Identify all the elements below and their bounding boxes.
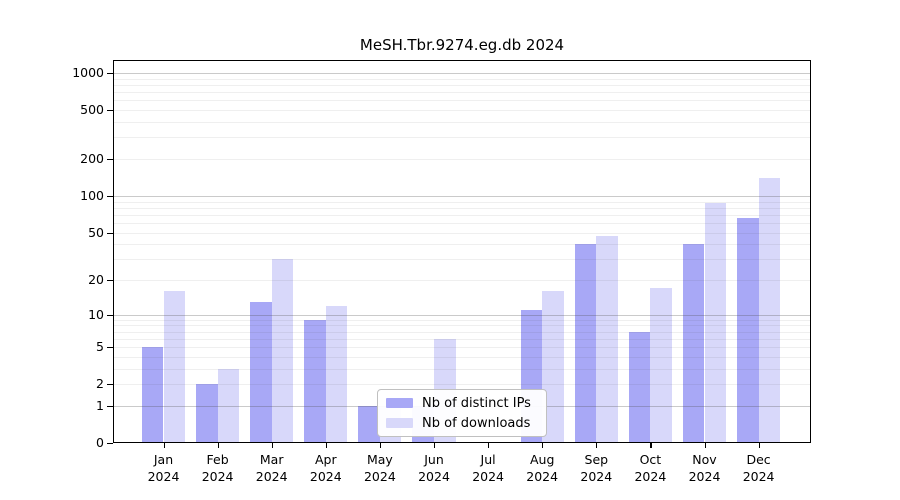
y-tick-label-5: 5: [96, 339, 104, 355]
y-tick-label-1000: 1000: [72, 65, 104, 80]
bar-downloads-apr: [325, 305, 348, 443]
bar-downloads-oct: [650, 288, 672, 443]
bar-distinct-ips-may: [358, 405, 380, 443]
bar-distinct-ips-mar: [250, 301, 272, 443]
chart-title: MeSH.Tbr.9274.eg.db 2024: [359, 36, 565, 54]
major-gridline-1000: [113, 73, 811, 74]
x-tick-mark-jun: [434, 443, 436, 448]
x-tick-mark-apr: [325, 443, 327, 448]
x-tick-label-may: May 2024: [363, 452, 396, 484]
legend: Nb of distinct IPs Nb of downloads: [377, 389, 547, 437]
y-tick-mark-5: [107, 347, 113, 349]
x-tick-mark-aug: [542, 443, 544, 448]
y-tick-label-1: 1: [96, 397, 104, 413]
x-tick-mark-feb: [217, 443, 219, 448]
x-tick-label-mar: Mar 2024: [255, 452, 288, 484]
y-tick-mark-100: [107, 195, 113, 198]
plot-area: Nb of distinct IPs Nb of downloads: [113, 60, 811, 443]
minor-gridline-200: [113, 159, 811, 160]
x-tick-mark-dec: [758, 443, 760, 448]
y-tick-mark-0: [107, 443, 113, 445]
y-tick-label-50: 50: [88, 224, 104, 240]
y-tick-mark-200: [107, 159, 113, 161]
legend-label-distinct-ips: Nb of distinct IPs: [422, 395, 531, 411]
x-tick-label-jan: Jan 2024: [147, 452, 180, 484]
bar-distinct-ips-jan: [141, 347, 164, 443]
x-tick-label-oct: Oct 2024: [634, 452, 667, 484]
minor-gridline-800: [113, 85, 811, 86]
minor-gridline-700: [113, 92, 811, 94]
minor-gridline-300: [113, 137, 811, 139]
bar-distinct-ips-dec: [737, 217, 759, 443]
bar-downloads-nov: [704, 202, 727, 443]
bar-distinct-ips-feb: [196, 384, 218, 443]
y-tick-label-200: 200: [80, 151, 104, 166]
x-tick-label-aug: Aug 2024: [526, 452, 559, 484]
y-tick-label-2: 2: [96, 376, 104, 392]
y-tick-mark-50: [107, 232, 113, 234]
x-tick-label-apr: Apr 2024: [309, 452, 342, 484]
y-tick-mark-500: [107, 110, 113, 112]
x-tick-mark-mar: [271, 443, 273, 448]
minor-gridline-600: [113, 100, 811, 102]
minor-gridline-500: [113, 110, 811, 112]
x-tick-label-dec: Dec 2024: [742, 452, 775, 484]
x-tick-label-jul: Jul 2024: [472, 452, 504, 484]
minor-gridline-900: [113, 78, 811, 80]
x-tick-label-feb: Feb 2024: [201, 452, 234, 484]
bar-distinct-ips-oct: [628, 331, 651, 443]
x-tick-label-nov: Nov 2024: [688, 452, 721, 484]
y-tick-mark-20: [107, 280, 113, 282]
y-tick-mark-10: [107, 314, 113, 316]
legend-item-downloads: Nb of downloads: [386, 416, 538, 431]
y-tick-label-500: 500: [80, 102, 104, 118]
bar-downloads-sep: [596, 235, 618, 443]
y-tick-label-10: 10: [88, 306, 104, 322]
y-tick-label-100: 100: [80, 187, 104, 203]
x-tick-mark-nov: [704, 443, 706, 448]
bar-downloads-mar: [271, 259, 294, 443]
legend-item-distinct-ips: Nb of distinct IPs: [386, 396, 538, 411]
bar-downloads-dec: [758, 178, 781, 443]
bar-downloads-jan: [163, 291, 186, 443]
x-tick-mark-sep: [596, 443, 598, 448]
x-tick-mark-jan: [163, 443, 165, 448]
legend-label-downloads: Nb of downloads: [422, 415, 531, 431]
y-tick-mark-1000: [107, 73, 113, 75]
bar-downloads-aug: [542, 291, 564, 443]
x-tick-label-jun: Jun 2024: [418, 452, 450, 484]
bar-distinct-ips-sep: [574, 244, 597, 443]
bar-distinct-ips-apr: [304, 319, 326, 443]
bar-distinct-ips-nov: [682, 244, 705, 443]
x-tick-label-sep: Sep 2024: [580, 452, 613, 484]
x-tick-mark-jul: [488, 443, 490, 448]
x-tick-mark-may: [379, 443, 382, 448]
y-tick-mark-2: [107, 384, 113, 386]
minor-gridline-400: [113, 122, 811, 123]
y-tick-mark-1: [107, 405, 113, 408]
y-tick-label-0: 0: [96, 435, 104, 450]
legend-swatch-downloads: [386, 418, 413, 428]
bar-downloads-feb: [217, 368, 240, 443]
legend-swatch-distinct-ips: [386, 398, 413, 408]
y-tick-label-20: 20: [88, 272, 104, 287]
major-gridline-100: [113, 195, 811, 197]
x-tick-mark-oct: [650, 443, 652, 448]
